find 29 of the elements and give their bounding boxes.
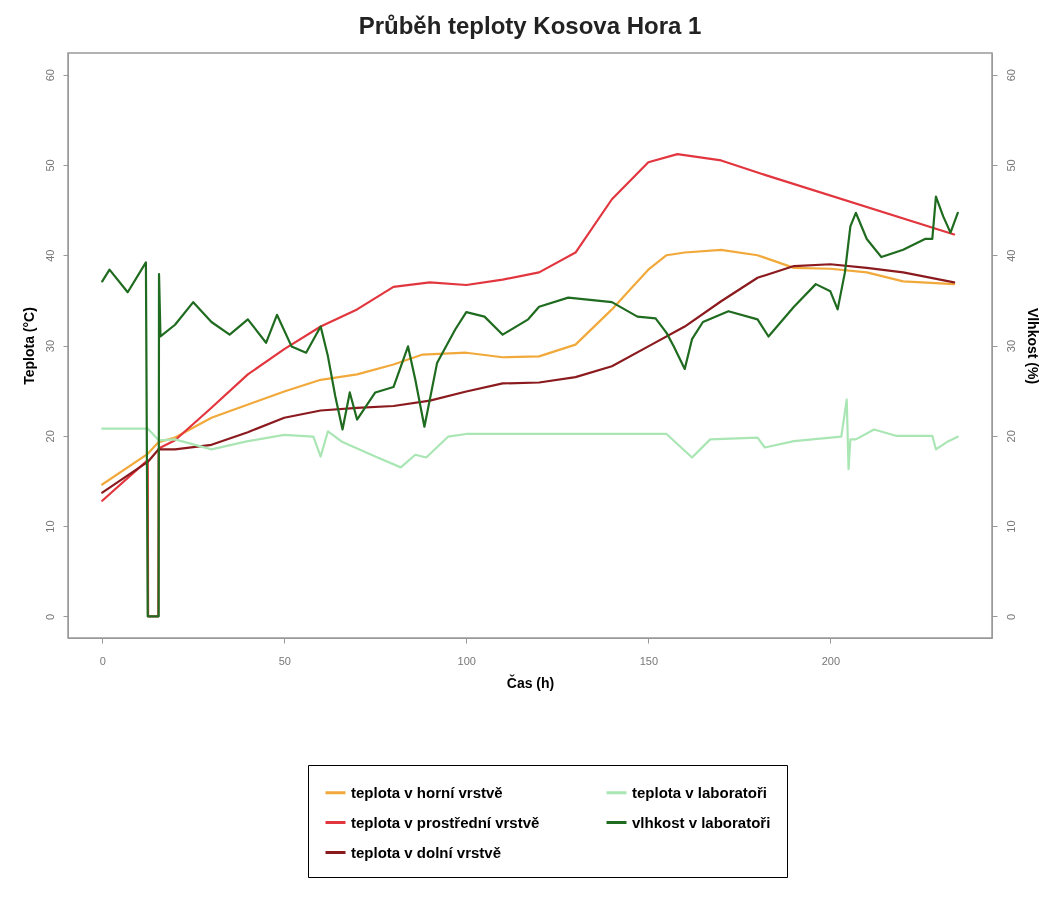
y-tick-label: 60 xyxy=(43,69,56,82)
y-tick-label: 40 xyxy=(43,249,56,262)
legend-label: teplota v laboratoři xyxy=(632,783,768,801)
legend-label: vlhkost v laboratoři xyxy=(632,813,771,831)
y-axis-title: Teplota (°C) xyxy=(20,307,37,385)
y2-tick-label: 40 xyxy=(1004,249,1017,262)
y-tick-label: 50 xyxy=(43,159,56,172)
y-tick-label: 10 xyxy=(43,520,56,533)
legend-label: teplota v horní vrstvě xyxy=(351,783,503,801)
legend-label: teplota v prostřední vrstvě xyxy=(351,813,540,831)
x-tick-label: 0 xyxy=(99,654,106,667)
legend-label: teplota v dolní vrstvě xyxy=(351,843,502,861)
y2-axis-title: Vlhkost (%) xyxy=(1024,307,1041,385)
line-series xyxy=(101,398,959,471)
y2-tick-label: 50 xyxy=(1004,159,1017,172)
y2-tick-label: 10 xyxy=(1004,520,1017,533)
y-tick-label: 20 xyxy=(43,430,56,443)
x-tick-label: 150 xyxy=(639,654,658,667)
y2-tick-label: 60 xyxy=(1004,69,1017,82)
x-tick-label: 100 xyxy=(457,654,476,667)
x-tick-label: 50 xyxy=(278,654,291,667)
chart-title: Průběh teploty Kosova Hora 1 xyxy=(358,12,702,39)
y-tick-label: 30 xyxy=(43,339,56,353)
x-tick-label: 200 xyxy=(821,654,841,667)
y2-tick-label: 20 xyxy=(1004,430,1017,443)
y-tick-label: 0 xyxy=(43,613,56,620)
x-axis-title: Čas (h) xyxy=(506,673,555,691)
y2-tick-label: 30 xyxy=(1004,339,1017,353)
y2-tick-label: 0 xyxy=(1004,613,1017,620)
